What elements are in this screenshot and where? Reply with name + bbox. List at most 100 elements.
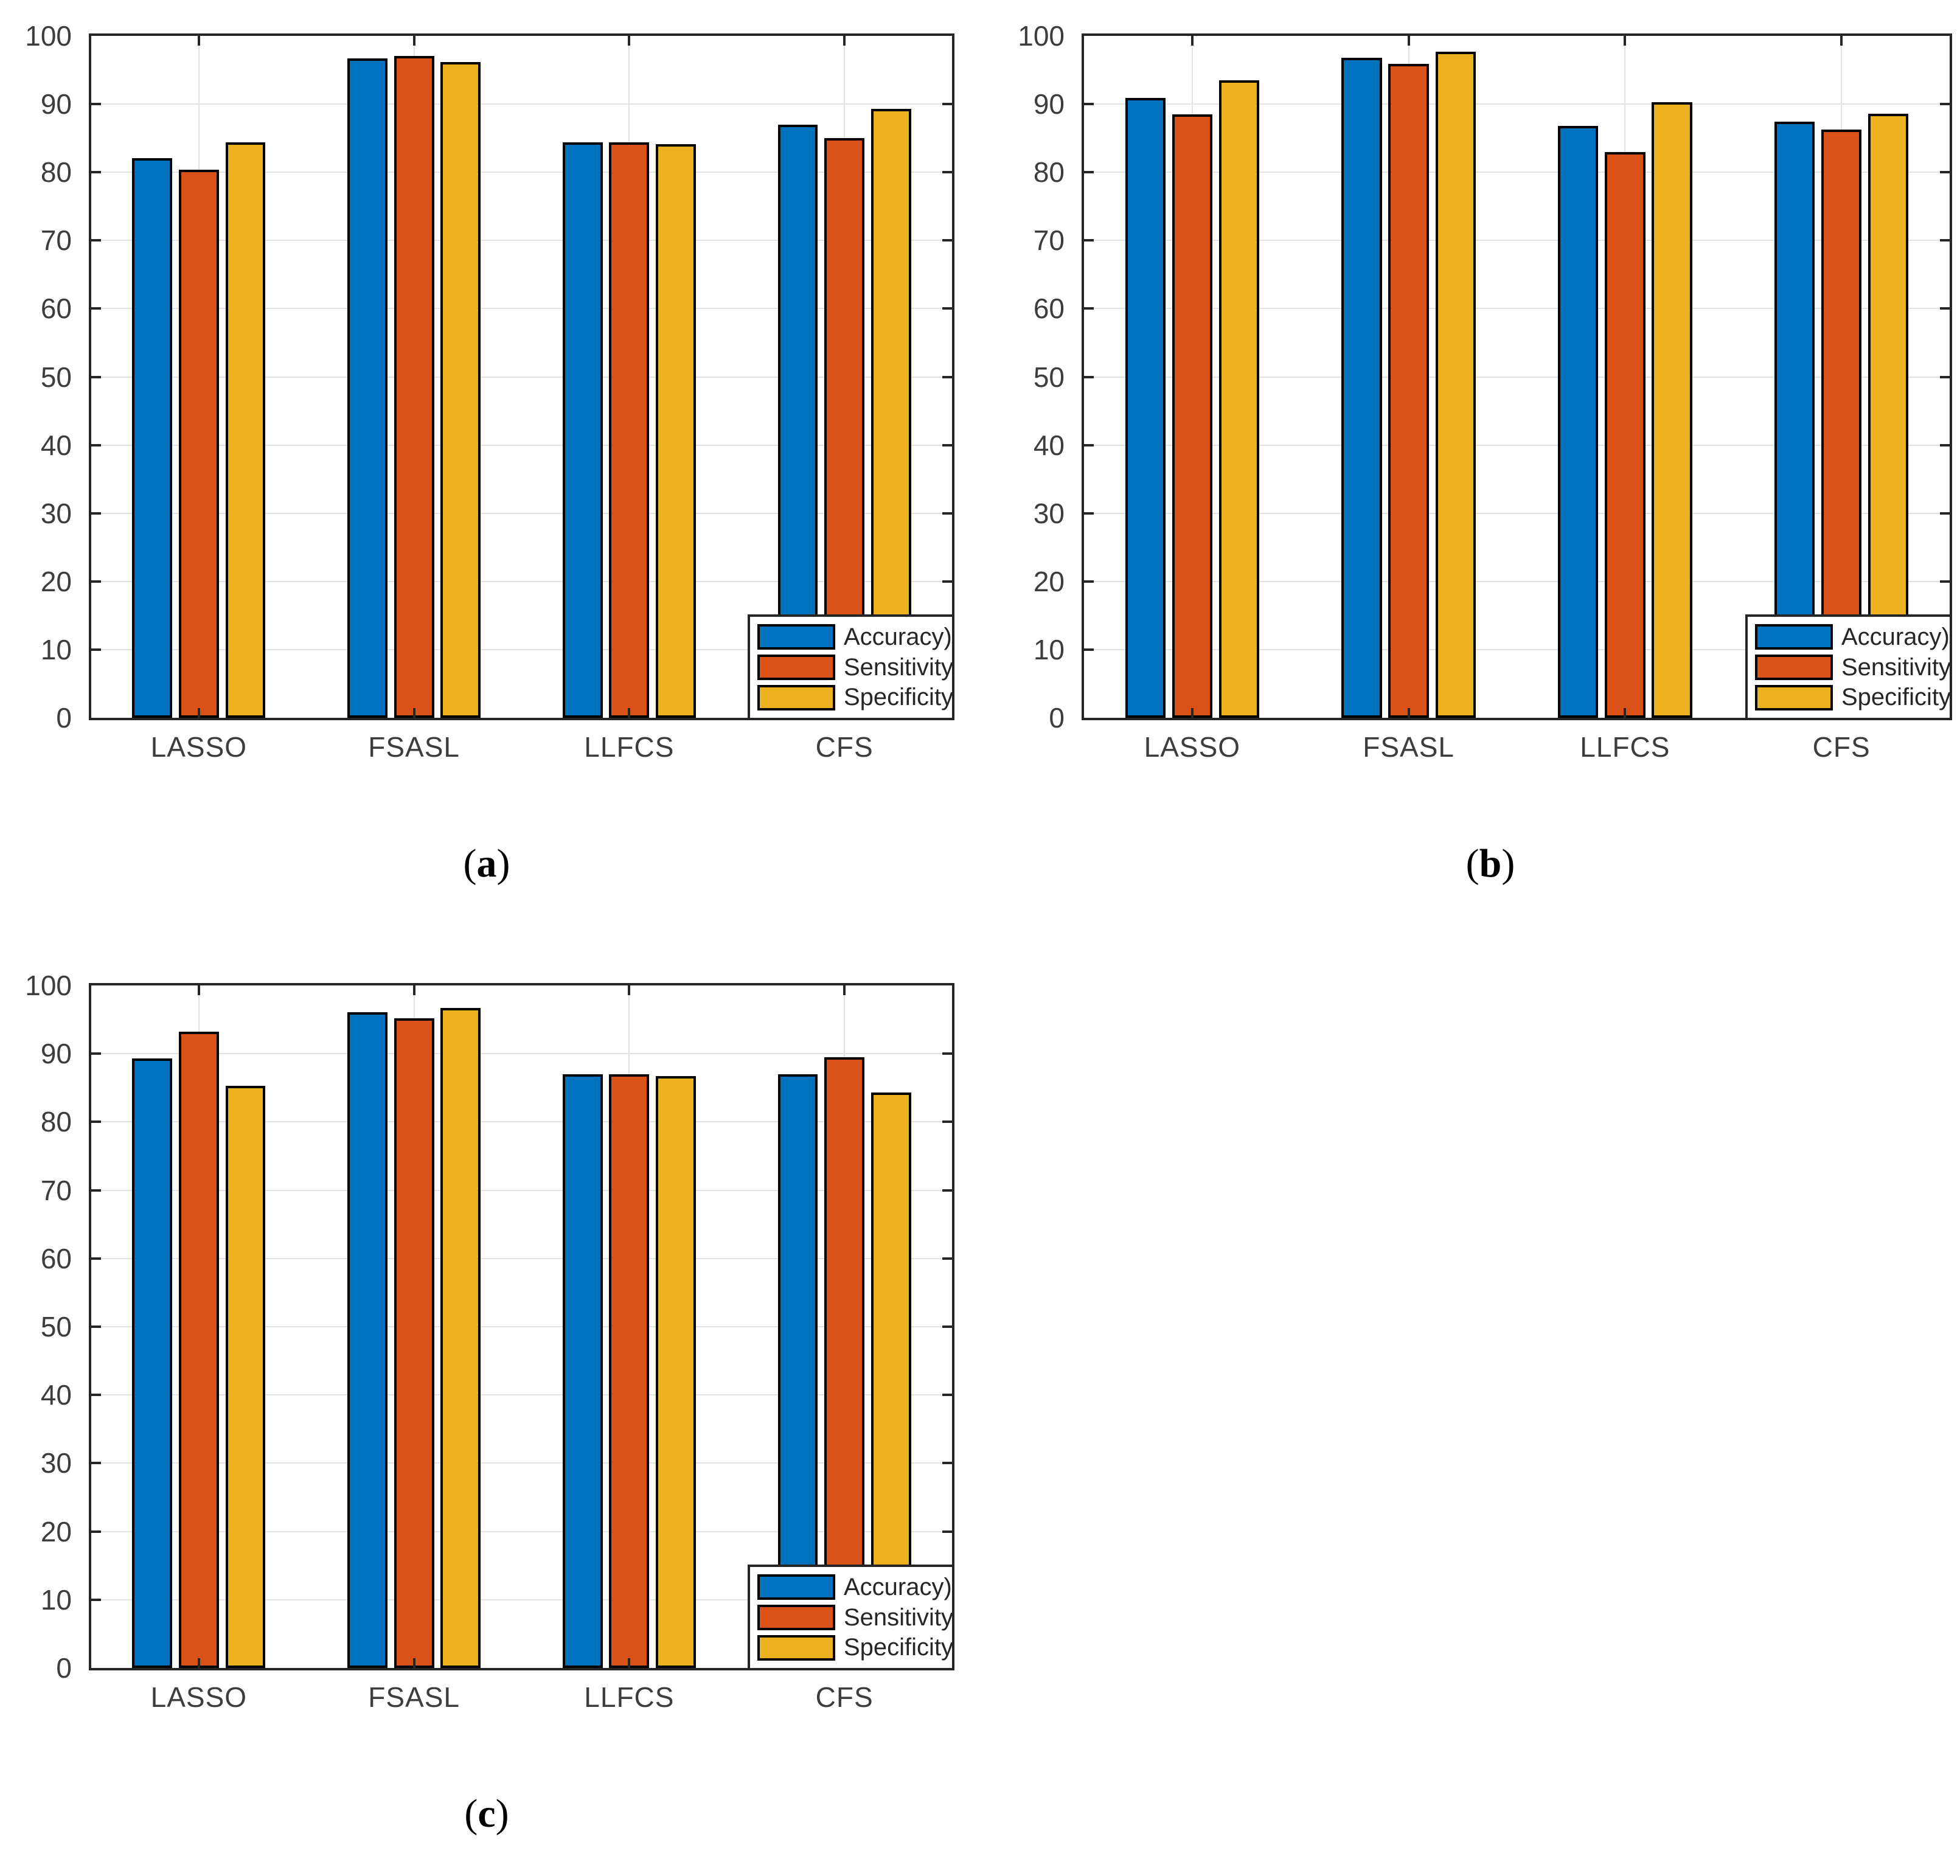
- x-tick-label-llfcs: LLFCS: [584, 731, 675, 763]
- y-gridline: [91, 1394, 952, 1396]
- y-tick-right: [942, 103, 952, 106]
- legend-swatch-specificity: [757, 684, 835, 710]
- y-gridline: [91, 1121, 952, 1123]
- x-tick-bottom: [1190, 708, 1194, 718]
- y-tick-left: [1084, 375, 1094, 378]
- y-gridline: [91, 1462, 952, 1464]
- y-gridline: [91, 648, 952, 650]
- y-gridline: [91, 376, 952, 378]
- x-tick-top: [412, 985, 415, 995]
- legend: Accuracy) Sensitivity Specificity: [1745, 614, 1952, 720]
- bar-fsasl-specificity: [1435, 51, 1476, 718]
- y-tick-left: [91, 1598, 101, 1601]
- y-tick-label: 20: [40, 1515, 72, 1548]
- x-tick-bottom: [197, 1658, 200, 1668]
- y-tick-right: [942, 1394, 952, 1397]
- x-tick-bottom: [628, 708, 631, 718]
- y-tick-right: [1940, 239, 1950, 242]
- caption-paren-close: ): [496, 841, 510, 886]
- legend-row: Sensitivity: [1755, 654, 1951, 681]
- y-tick-label: 60: [40, 1242, 72, 1274]
- y-tick-left: [91, 1257, 101, 1260]
- caption-paren-open: (: [1465, 841, 1479, 886]
- x-tick-top: [843, 985, 846, 995]
- bar-fsasl-specificity: [440, 1008, 481, 1668]
- y-gridline: [91, 580, 952, 582]
- bar-fsasl-accuracy: [347, 1012, 387, 1668]
- y-tick-right: [1940, 443, 1950, 446]
- y-tick-left: [1084, 580, 1094, 583]
- y-tick-right: [942, 307, 952, 310]
- x-tick-bottom: [1624, 708, 1627, 718]
- y-tick-right: [942, 512, 952, 515]
- y-gridline: [91, 1530, 952, 1532]
- bar-fsasl-sensitivity: [1388, 63, 1429, 718]
- y-tick-label: 40: [40, 1379, 72, 1411]
- caption-paren-close: ): [495, 1791, 509, 1836]
- legend-swatch-sensitivity: [757, 655, 835, 680]
- x-tick-bottom: [412, 1658, 415, 1668]
- y-tick-right: [942, 1120, 952, 1124]
- y-tick-right: [942, 171, 952, 174]
- caption-paren-close: ): [1501, 841, 1515, 886]
- legend-row: Accuracy): [757, 1574, 952, 1601]
- legend-row: Sensitivity: [757, 1604, 953, 1631]
- y-tick-label: 90: [1033, 88, 1065, 120]
- y-tick-left: [91, 443, 101, 446]
- y-tick-left: [1084, 443, 1094, 446]
- caption-paren-open: (: [463, 841, 477, 886]
- bar-llfcs-specificity: [1652, 102, 1692, 718]
- legend: Accuracy) Sensitivity Specificity: [748, 614, 954, 720]
- caption-c: (c): [0, 1791, 973, 1837]
- x-tick-top: [843, 36, 846, 46]
- y-tick-label: 90: [40, 1038, 72, 1070]
- x-tick-label-cfs: CFS: [815, 731, 874, 763]
- legend-row: Specificity: [757, 684, 953, 711]
- y-gridline: [91, 103, 952, 105]
- y-gridline: [1084, 648, 1950, 650]
- y-gridline: [1084, 376, 1950, 378]
- y-tick-label: 20: [40, 565, 72, 597]
- y-tick-right: [1940, 103, 1950, 106]
- caption-letter: c: [478, 1791, 496, 1836]
- y-tick-right: [942, 580, 952, 583]
- y-tick-label: 60: [1033, 293, 1065, 325]
- legend-label: Sensitivity: [844, 653, 954, 681]
- x-tick-label-fsasl: FSASL: [368, 731, 460, 763]
- x-tick-top: [1190, 36, 1194, 46]
- y-tick-label: 30: [1033, 497, 1065, 529]
- y-tick-right: [1940, 171, 1950, 174]
- y-tick-right: [942, 443, 952, 446]
- y-gridline: [1084, 103, 1950, 105]
- y-tick-left: [91, 580, 101, 583]
- y-tick-label: 30: [40, 1447, 72, 1479]
- y-tick-right: [942, 1462, 952, 1465]
- caption-letter: b: [1479, 841, 1502, 886]
- bar-lasso-sensitivity: [1172, 114, 1212, 718]
- legend-swatch-sensitivity: [1755, 655, 1833, 680]
- y-tick-right: [942, 1257, 952, 1260]
- legend-swatch-accuracy: [757, 1574, 835, 1600]
- bar-llfcs-accuracy: [562, 1074, 603, 1668]
- legend-label: Specificity: [844, 1634, 954, 1661]
- legend-label: Accuracy): [1841, 623, 1950, 650]
- y-tick-right: [1940, 307, 1950, 310]
- x-tick-top: [197, 36, 200, 46]
- bar-llfcs-accuracy: [1558, 125, 1599, 718]
- y-gridline: [91, 240, 952, 241]
- bar-lasso-accuracy: [1125, 98, 1166, 718]
- legend-row: Specificity: [757, 1634, 953, 1661]
- caption-b: (b): [1034, 841, 1947, 887]
- y-gridline: [1084, 512, 1950, 514]
- bar-fsasl-sensitivity: [394, 55, 434, 718]
- y-gridline: [1084, 172, 1950, 173]
- x-tick-top: [412, 36, 415, 46]
- y-tick-label: 0: [56, 1652, 72, 1684]
- legend-swatch-accuracy: [757, 624, 835, 650]
- caption-a: (a): [0, 841, 973, 887]
- y-tick-left: [91, 171, 101, 174]
- bar-lasso-sensitivity: [178, 1032, 219, 1668]
- legend: Accuracy) Sensitivity Specificity: [748, 1565, 954, 1670]
- legend-label: Sensitivity: [844, 1603, 954, 1631]
- legend-label: Specificity: [1841, 684, 1951, 711]
